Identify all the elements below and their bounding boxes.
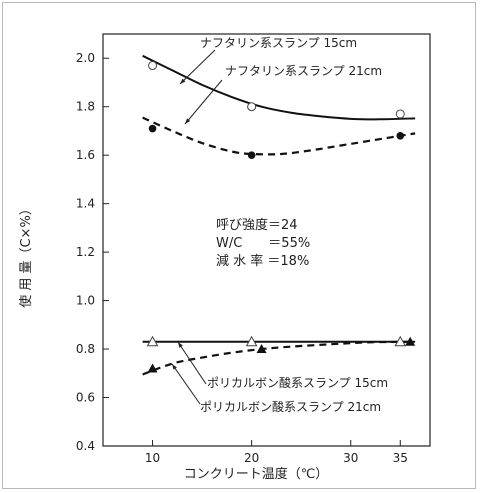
y-tick-label: 0.8 [76, 342, 95, 356]
y-tick-label: 1.0 [76, 294, 95, 308]
annotation-naphthalene-21: ナフタリン系スランプ 21cm [225, 64, 382, 78]
data-point-naphthalene-15 [395, 109, 405, 119]
series-line-polycarboxylate-21 [142, 340, 416, 376]
leader-polycarboxylate-21-head [172, 364, 177, 370]
figure-frame [2, 2, 476, 489]
data-point-polycarboxylate-15 [245, 335, 258, 347]
series-line-naphthalene-15 [142, 54, 416, 121]
x-axis-title: コンクリート温度（℃） [184, 466, 329, 482]
data-point-polycarboxylate-21 [256, 344, 267, 354]
data-point-naphthalene-15 [247, 102, 257, 112]
series-markers [146, 61, 416, 373]
annotation-polycarboxylate-21: ポリカルボン酸系スランプ 21cm [200, 399, 381, 414]
data-point-naphthalene-21 [148, 124, 157, 133]
leader-naphthalene-15-head [180, 78, 186, 84]
data-point-naphthalene-21 [247, 151, 256, 159]
y-axis-title: 使 用 量（C×%） [18, 202, 34, 308]
annotations [171, 49, 223, 405]
data-point-naphthalene-15 [148, 61, 158, 71]
y-tick-label: 0.4 [76, 439, 95, 453]
data-point-polycarboxylate-15 [394, 335, 407, 347]
annotation-polycarboxylate-15: ポリカルボン酸系スランプ 15cm [207, 375, 388, 390]
y-tick-label: 1.2 [76, 245, 95, 259]
y-tick-label: 2.0 [76, 51, 95, 65]
leader-polycarboxylate-21 [171, 363, 201, 405]
plot-area [102, 33, 431, 447]
leader-naphthalene-21-head [185, 118, 191, 124]
leader-naphthalene-15 [179, 49, 216, 85]
data-point-polycarboxylate-15 [146, 335, 159, 347]
note-water-reduction-rate: 減 水 率 ＝18% [216, 253, 309, 269]
x-tick-label: 30 [343, 451, 358, 465]
note-nominal-strength: 呼び強度＝24 [216, 217, 298, 233]
leader-naphthalene-21 [184, 79, 223, 125]
y-tick-label: 1.4 [76, 197, 95, 211]
x-tick-label: 35 [393, 451, 408, 465]
data-point-naphthalene-21 [396, 131, 405, 140]
x-tick-label: 20 [244, 451, 259, 465]
leader-polycarboxylate-15-head [178, 342, 183, 348]
data-point-polycarboxylate-21 [405, 336, 416, 346]
data-point-polycarboxylate-21 [147, 363, 158, 373]
x-tick-label: 10 [145, 451, 160, 465]
y-tick-label: 1.8 [76, 100, 95, 114]
note-water-cement-ratio: W/C ＝55% [216, 236, 310, 251]
leader-polycarboxylate-15 [177, 341, 207, 385]
y-tick-label: 0.6 [76, 391, 95, 405]
axes: 0.4 0.6 0.8 1.0 1.2 1.4 1.6 1.8 2.0 10 20 30 35 [76, 33, 431, 465]
annotation-naphthalene-15: ナフタリン系スランプ 15cm [200, 36, 357, 50]
series-line-naphthalene-21 [142, 116, 416, 156]
series-lines [142, 54, 416, 376]
y-tick-label: 1.6 [76, 148, 95, 162]
